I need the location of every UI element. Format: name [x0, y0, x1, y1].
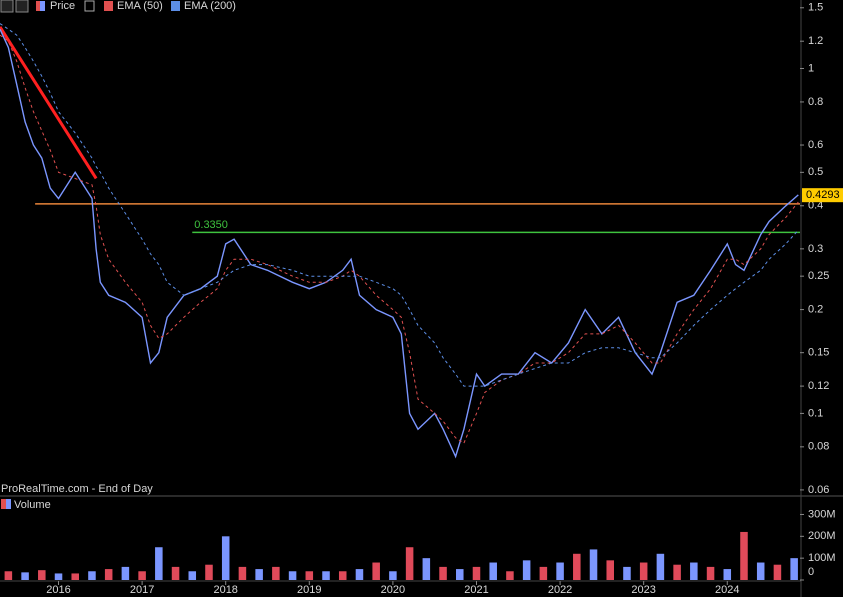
volume-bar [104, 569, 113, 580]
y-tick-label: 0 [808, 566, 814, 578]
volume-bar [456, 569, 464, 580]
volume-title: Volume [14, 499, 51, 511]
y-tick-label: 1.2 [808, 35, 823, 47]
volume-bar [422, 558, 431, 580]
volume-bar [690, 562, 698, 580]
volume-bar [656, 553, 665, 580]
y-tick-label: 100M [808, 552, 836, 564]
volume-bar [71, 573, 79, 580]
volume-bar [790, 558, 798, 580]
y-tick-label: 1 [808, 62, 814, 74]
volume-bar [188, 571, 197, 580]
volume-bar [121, 566, 130, 580]
y-tick-label: 0.6 [808, 139, 823, 151]
volume-bar [522, 560, 531, 580]
volume-bar [205, 564, 213, 580]
volume-bar [589, 549, 598, 580]
volume-bar [272, 566, 280, 580]
x-tick-label: 2020 [381, 584, 405, 596]
y-tick-label: 0.12 [808, 380, 829, 392]
volume-bar [288, 571, 297, 580]
trendline [0, 26, 98, 180]
y-tick-label: 0.25 [808, 270, 829, 282]
legend-swatch [1, 499, 6, 509]
volume-bar [606, 560, 615, 580]
legend-label: EMA (200) [184, 0, 236, 12]
x-tick-label: 2022 [548, 584, 572, 596]
volume-bar [472, 566, 481, 580]
volume-bar [4, 571, 13, 580]
volume-bar [756, 562, 765, 580]
volume-bar [623, 566, 631, 580]
volume-bar [439, 566, 447, 580]
series-line [0, 28, 799, 459]
volume-bar [355, 569, 364, 580]
y-tick-label: 200M [808, 530, 836, 542]
volume-bar [389, 571, 397, 580]
tool-button[interactable] [84, 0, 95, 12]
x-tick-label: 2018 [213, 584, 237, 596]
x-tick-label: 2024 [715, 584, 739, 596]
x-tick-label: 2019 [297, 584, 321, 596]
volume-bar [773, 564, 782, 580]
toolbar: Price EMA (50) EMA (200) [0, 0, 236, 13]
volume-bar [673, 564, 681, 580]
volume-bar [221, 536, 230, 580]
y-tick-label: 0.8 [808, 96, 823, 108]
volume-bar [88, 571, 96, 580]
volume-bar [706, 566, 715, 580]
legend-swatch [171, 1, 180, 11]
y-tick-label: 0.4 [808, 200, 823, 212]
x-tick-label: 2017 [130, 584, 154, 596]
volume-bar [255, 569, 263, 580]
volume-bar [556, 562, 564, 580]
y-tick-label: 0.3 [808, 243, 823, 255]
volume-bar [489, 562, 497, 580]
x-tick-label: 2016 [46, 584, 70, 596]
volume-bar [54, 573, 63, 580]
y-tick-label: 0.06 [808, 484, 829, 496]
volume-bar [639, 562, 648, 580]
volume-bar [573, 553, 581, 580]
series-line [0, 23, 799, 387]
legend-swatch [36, 1, 45, 11]
volume-bar [338, 571, 347, 580]
level-label: 0.3350 [194, 219, 228, 231]
tool-button[interactable] [0, 0, 14, 13]
y-tick-label: 0.2 [808, 303, 823, 315]
y-tick-label: 0.1 [808, 407, 823, 419]
volume-bar [305, 571, 314, 580]
source-label: ProRealTime.com - End of Day [1, 483, 153, 495]
legend-swatch [104, 1, 113, 11]
legend-label: Price [50, 0, 75, 12]
legend-label: EMA (50) [117, 0, 163, 12]
volume-bar [539, 566, 548, 580]
series-line [0, 34, 799, 444]
volume-bar [405, 547, 414, 580]
volume-bar [238, 566, 247, 580]
legend-swatch [36, 1, 40, 11]
volume-bar [740, 531, 748, 580]
volume-bar [372, 562, 380, 580]
volume-bar [506, 571, 514, 580]
volume-bar [322, 571, 330, 580]
volume-bar [723, 569, 732, 580]
x-tick-label: 2023 [631, 584, 655, 596]
y-tick-label: 0.08 [808, 441, 829, 453]
tool-button[interactable] [15, 0, 29, 13]
volume-bar [21, 572, 29, 580]
y-tick-label: 0.5 [808, 166, 823, 178]
last-price-label: 0.4293 [806, 189, 840, 201]
volume-bar [155, 547, 163, 580]
y-tick-label: 300M [808, 508, 836, 520]
last-price-box [802, 188, 843, 203]
y-tick-label: 0.15 [808, 347, 829, 359]
volume-bar [138, 571, 146, 580]
x-tick-label: 2021 [464, 584, 488, 596]
y-tick-label: 1.5 [808, 2, 823, 14]
volume-bar [38, 570, 46, 580]
volume-bar [171, 566, 180, 580]
